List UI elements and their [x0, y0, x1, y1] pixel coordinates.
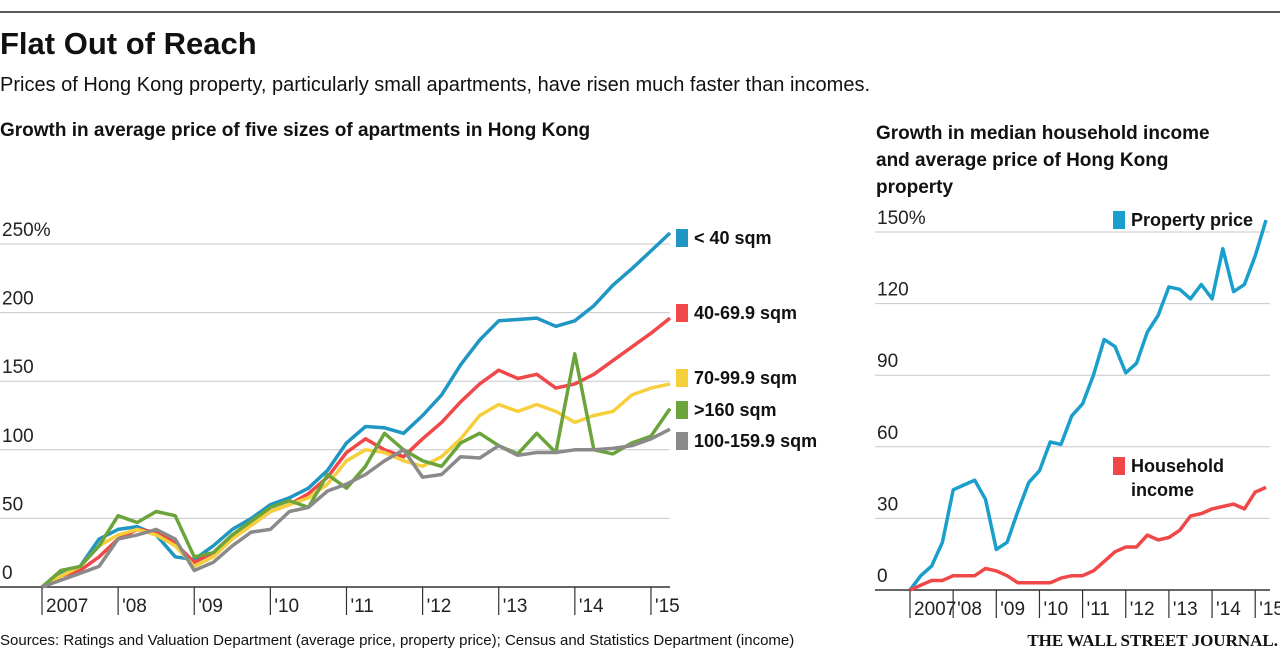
y-tick-label: 100 — [2, 426, 34, 447]
x-tick-label: '11 — [350, 596, 373, 617]
chart-title: Growth in average price of five sizes of… — [0, 120, 591, 141]
x-tick-label: '14 — [1216, 599, 1241, 620]
legend-label: < 40 sqm — [694, 228, 772, 248]
legend-label: 70-99.9 sqm — [694, 368, 798, 388]
x-tick-label: '12 — [427, 596, 452, 617]
x-tick-label: '15 — [1259, 599, 1280, 620]
series-line — [41, 427, 671, 589]
x-tick-label: '08 — [957, 599, 982, 620]
legend-swatch — [676, 432, 688, 450]
source: Sources: Ratings and Valuation Departmen… — [0, 632, 795, 649]
x-tick-label: '14 — [579, 596, 604, 617]
x-tick-label: '09 — [1000, 599, 1025, 620]
y-tick-label: 150 — [2, 357, 34, 378]
x-tick-label: '10 — [274, 596, 299, 617]
subtitle: Prices of Hong Kong property, particular… — [0, 74, 871, 96]
x-tick-label: '13 — [1173, 599, 1198, 620]
legend-label: 100-159.9 sqm — [694, 431, 818, 451]
legend-label: Property price — [1131, 210, 1254, 230]
y-tick-label: 120 — [877, 280, 909, 301]
legend-swatch — [676, 401, 688, 419]
legend-label: Household income — [1131, 456, 1224, 500]
y-tick-label: 90 — [877, 351, 898, 372]
x-tick-label: 2007 — [914, 599, 956, 620]
y-tick-label: 250% — [2, 220, 51, 241]
legend-swatch — [676, 369, 688, 387]
x-tick-label: '11 — [1087, 599, 1110, 620]
legend-swatch — [1113, 457, 1125, 475]
x-tick-label: '13 — [503, 596, 528, 617]
series-line — [40, 352, 672, 589]
x-tick-label: '10 — [1043, 599, 1068, 620]
series-line — [41, 382, 671, 589]
x-tick-label: '09 — [198, 596, 223, 617]
legend-swatch — [1113, 211, 1125, 229]
x-tick-label: 2007 — [46, 596, 88, 617]
y-tick-label: 60 — [877, 423, 898, 444]
credit: THE WALL STREET JOURNAL. — [1027, 631, 1278, 650]
legend-label: >160 sqm — [694, 400, 777, 420]
x-tick-label: '08 — [122, 596, 147, 617]
x-tick-label: '12 — [1130, 599, 1155, 620]
y-tick-label: 50 — [2, 494, 23, 515]
series-line — [909, 485, 1267, 592]
y-tick-label: 200 — [2, 289, 34, 310]
series-line — [908, 219, 1268, 592]
y-tick-label: 150% — [877, 208, 926, 229]
x-tick-label: '15 — [655, 596, 680, 617]
y-tick-label: 30 — [877, 494, 898, 515]
y-tick-label: 0 — [877, 566, 888, 587]
y-tick-label: 0 — [2, 563, 13, 584]
legend-swatch — [676, 304, 688, 322]
legend-label: 40-69.9 sqm — [694, 303, 798, 323]
title: Flat Out of Reach — [0, 26, 257, 61]
legend-swatch — [676, 229, 688, 247]
chart-title: Growth in median household income and av… — [876, 123, 1210, 198]
